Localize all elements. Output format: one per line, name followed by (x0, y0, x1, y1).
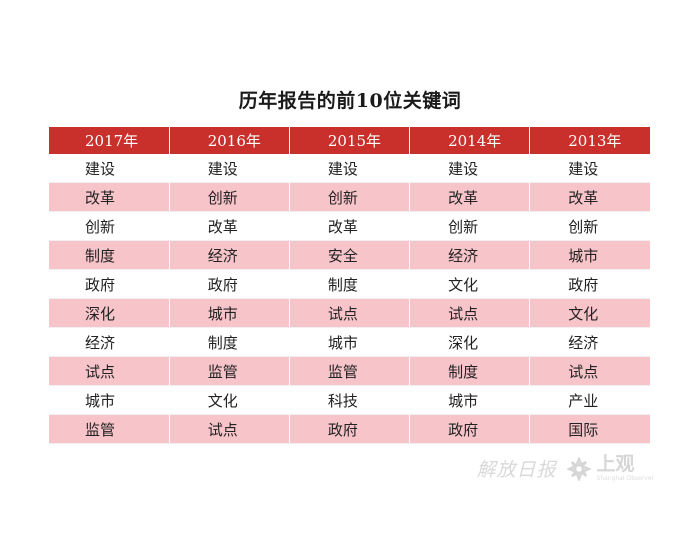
table-cell: 政府 (288, 414, 410, 444)
table-cell: 改革 (168, 211, 290, 241)
table-cell: 城市 (168, 298, 290, 328)
table-cell: 创新 (168, 182, 290, 212)
table-cell: 建设 (288, 154, 410, 183)
table-cell: 改革 (409, 182, 530, 212)
table-title: 历年报告的前10位关键词 (238, 90, 462, 112)
table-cell: 建设 (49, 154, 170, 183)
table-body: 建设 建设 建设 建设 建设 改革 创新 创新 改革 改革 创新 改革 改革 创新 创新 制度 经济 安全 经济 城市… (49, 154, 650, 444)
table-row: 政府 政府 制度 文化 政府 (49, 269, 650, 299)
header-row: 2017年 2016年 2015年 2014年 2013年 (49, 127, 650, 154)
table-cell: 创新 (529, 211, 650, 241)
table-cell: 深化 (49, 298, 170, 328)
table-row: 经济 制度 城市 深化 经济 (49, 327, 650, 357)
table-cell: 政府 (529, 269, 650, 299)
keywords-table: 2017年 2016年 2015年 2014年 2013年 建设 建设 建设 建设 建设… (49, 127, 650, 444)
table-cell: 改革 (49, 182, 170, 212)
table-cell: 创新 (288, 182, 410, 212)
column-header: 2014年 (409, 127, 530, 154)
table-cell: 制度 (288, 269, 410, 299)
table-cell: 创新 (49, 211, 170, 241)
table-row: 城市 文化 科技 城市 产业 (49, 385, 650, 415)
watermark-calligraphy: 解放日报 (476, 459, 557, 481)
table-cell: 制度 (168, 327, 290, 357)
table-cell: 文化 (409, 269, 530, 299)
table-row: 改革 创新 创新 改革 改革 (49, 182, 650, 212)
table-row: 创新 改革 改革 创新 创新 (49, 211, 650, 241)
table-cell: 监管 (288, 356, 410, 386)
watermark-brand: 上观 (596, 453, 635, 475)
table-cell: 城市 (409, 385, 530, 415)
table-cell: 经济 (168, 240, 290, 270)
column-header: 2015年 (288, 127, 410, 154)
table-cell: 政府 (49, 269, 170, 299)
watermark: 解放日报 上观 Shanghai Observer (477, 455, 655, 482)
table-row: 试点 监管 监管 制度 试点 (49, 356, 650, 386)
table-cell: 深化 (409, 327, 530, 357)
table-cell: 试点 (529, 356, 650, 386)
column-header: 2017年 (49, 127, 170, 154)
table-cell: 文化 (168, 385, 290, 415)
watermark-logo: 上观 Shanghai Observer (566, 453, 654, 482)
column-header: 2016年 (168, 127, 290, 154)
table-cell: 安全 (288, 240, 410, 270)
table-row: 建设 建设 建设 建设 建设 (49, 154, 650, 183)
table-cell: 建设 (529, 154, 650, 183)
table-row: 监管 试点 政府 政府 国际 (49, 414, 650, 444)
table-cell: 改革 (288, 211, 410, 241)
table-cell: 产业 (529, 385, 650, 415)
table-cell: 制度 (409, 356, 530, 386)
column-header: 2013年 (529, 127, 650, 154)
table-cell: 改革 (529, 182, 650, 212)
table-cell: 文化 (529, 298, 650, 328)
watermark-brand-sub: Shanghai Observer (596, 475, 654, 482)
flower-logo-icon (566, 456, 591, 481)
table-row: 深化 城市 试点 试点 文化 (49, 298, 650, 328)
table-cell: 创新 (409, 211, 530, 241)
table-cell: 监管 (49, 414, 170, 444)
table-cell: 建设 (168, 154, 290, 183)
table-cell: 政府 (409, 414, 530, 444)
table-cell: 经济 (409, 240, 530, 270)
table-cell: 城市 (288, 327, 410, 357)
table-cell: 监管 (168, 356, 290, 386)
table-cell: 政府 (168, 269, 290, 299)
table-cell: 试点 (49, 356, 170, 386)
table-cell: 建设 (409, 154, 530, 183)
table-cell: 城市 (49, 385, 170, 415)
table-cell: 经济 (49, 327, 170, 357)
table-cell: 城市 (529, 240, 650, 270)
table-cell: 国际 (529, 414, 650, 444)
table-cell: 科技 (288, 385, 410, 415)
table-cell: 试点 (168, 414, 290, 444)
table-cell: 试点 (288, 298, 410, 328)
table-row: 制度 经济 安全 经济 城市 (49, 240, 650, 270)
table-cell: 试点 (409, 298, 530, 328)
table-cell: 经济 (529, 327, 650, 357)
table-cell: 制度 (49, 240, 170, 270)
